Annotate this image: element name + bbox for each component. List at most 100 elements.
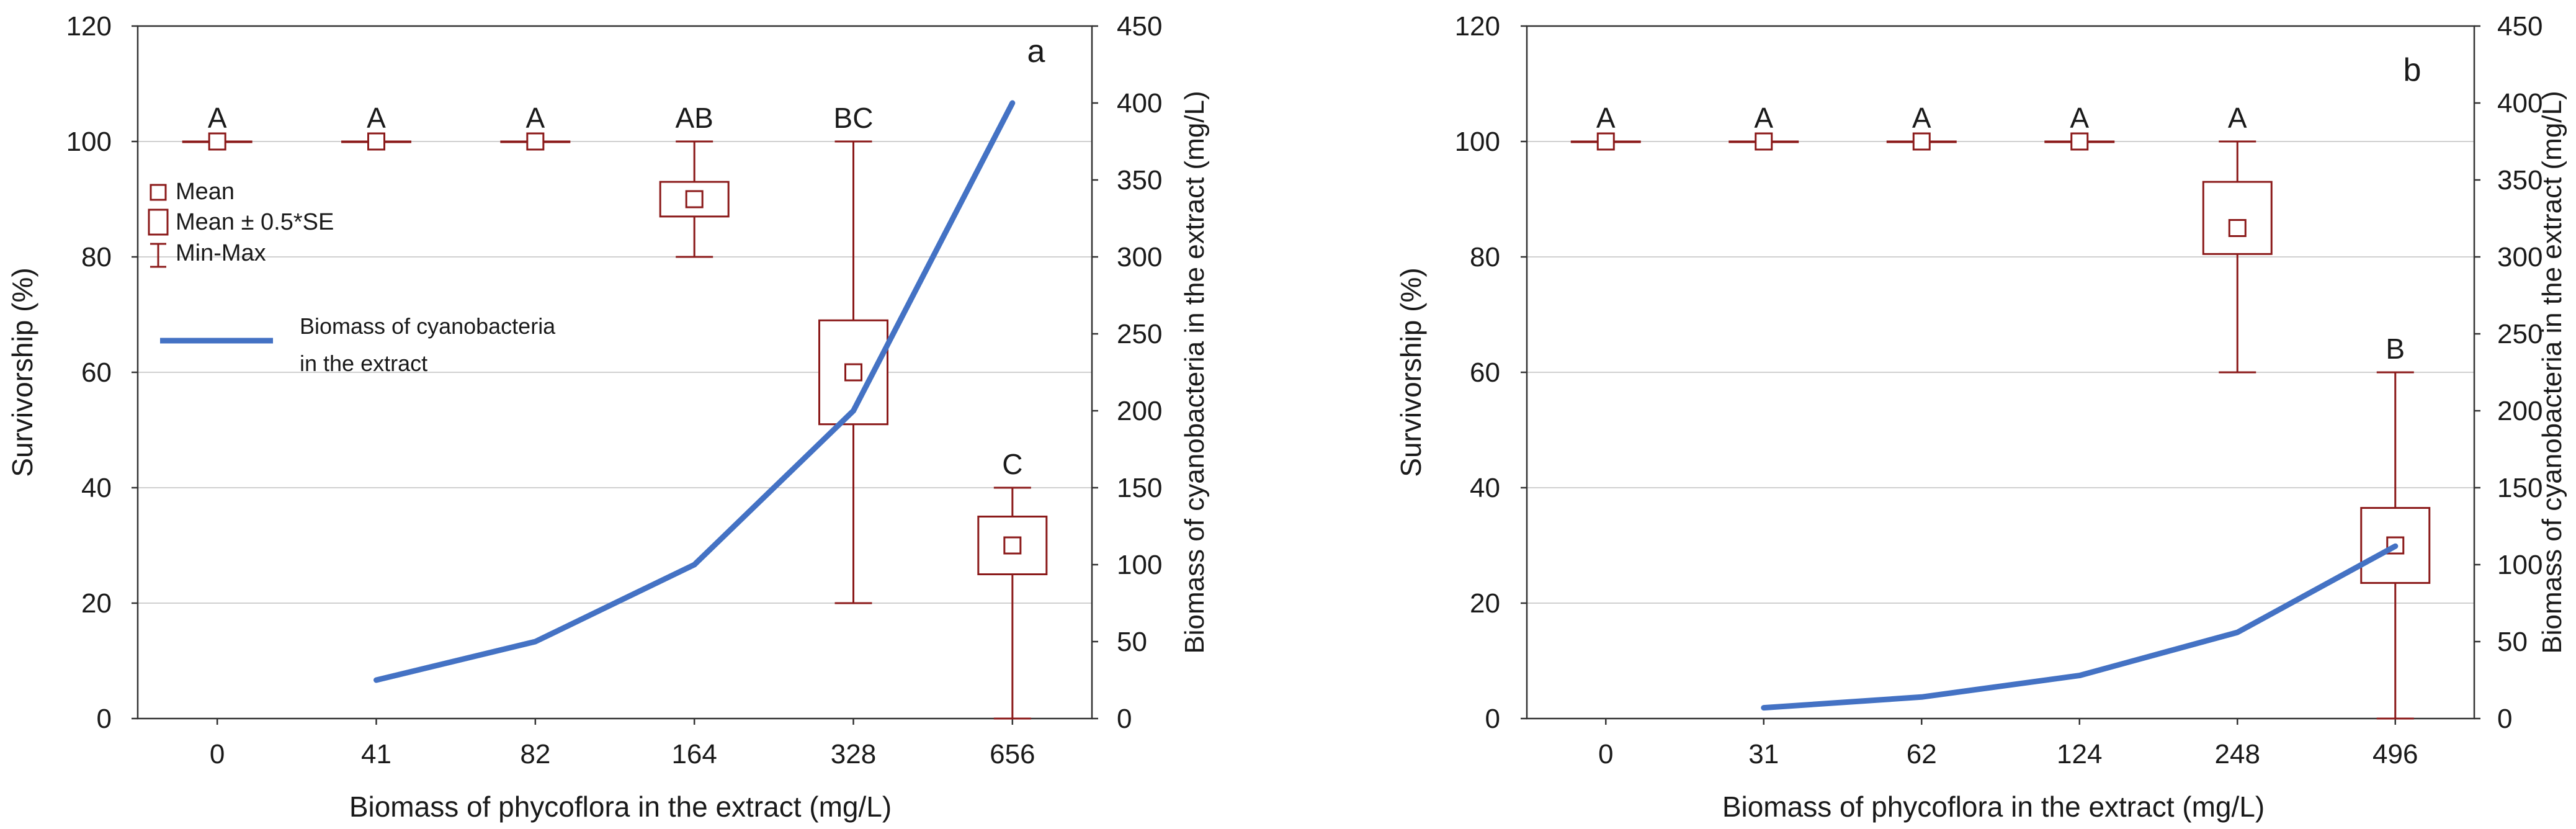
box-plot	[1729, 132, 1799, 151]
y-tick-label: 20	[81, 588, 112, 619]
significance-letter: C	[1002, 448, 1022, 480]
significance-letter: A	[2228, 102, 2247, 134]
y2-tick-label: 150	[2497, 473, 2542, 503]
x-tick-label: 62	[1907, 739, 1937, 769]
y2-axis-title: Biomass of cyanobacteria in the extract …	[1179, 91, 1210, 653]
significance-letter: A	[2070, 102, 2089, 134]
significance-letter: A	[208, 102, 227, 134]
significance-letter: BC	[834, 102, 874, 134]
y2-tick-label: 400	[1117, 88, 1162, 119]
x-tick-label: 656	[990, 739, 1035, 769]
mean-marker	[208, 132, 226, 151]
legend-line-label-2: in the extract	[300, 351, 427, 376]
box-plot	[1886, 132, 1957, 151]
mean-marker	[1755, 132, 1773, 151]
y-tick-label: 40	[1470, 473, 1500, 503]
box-plot	[2202, 140, 2273, 374]
box-plot	[2044, 132, 2115, 151]
mean-marker	[2070, 132, 2089, 151]
x-tick-label: 164	[671, 739, 717, 769]
y2-tick-label: 200	[1117, 396, 1162, 426]
y-tick-label: 0	[1485, 704, 1500, 734]
significance-letter: A	[1754, 102, 1773, 134]
significance-letter: A	[525, 102, 545, 134]
x-tick-label: 328	[831, 739, 876, 769]
cyanobacteria-line	[373, 100, 1016, 683]
significance-letter: B	[2386, 333, 2405, 365]
x-tick-label: 496	[2373, 739, 2418, 769]
box-plot	[1570, 132, 1641, 151]
mean-marker	[526, 132, 545, 151]
mean-marker	[2228, 219, 2247, 237]
panel-label: b	[2404, 52, 2422, 88]
y2-tick-label: 250	[1117, 319, 1162, 349]
x-axis-title: Biomass of phycoflora in the extract (mg…	[349, 791, 892, 823]
cyanobacteria-line	[1761, 543, 2399, 711]
y2-tick-label: 400	[2497, 88, 2542, 119]
x-tick-label: 82	[520, 739, 550, 769]
legend-se-label: Mean ± 0.5*SE	[176, 209, 334, 235]
significance-letter: A	[1912, 102, 1931, 134]
legend-mean-swatch	[150, 184, 167, 201]
mean-marker	[1912, 132, 1931, 151]
y2-tick-label: 200	[2497, 396, 2542, 426]
y2-tick-label: 300	[2497, 242, 2542, 272]
y-axis-title: Survivorship (%)	[6, 267, 38, 477]
y2-tick-label: 100	[1117, 550, 1162, 580]
y-tick-label: 120	[1455, 11, 1500, 42]
mean-marker	[844, 363, 862, 382]
y2-tick-label: 350	[2497, 165, 2542, 195]
significance-letter: A	[367, 102, 386, 134]
y-tick-label: 80	[81, 242, 112, 272]
y-tick-label: 80	[1470, 242, 1500, 272]
y-tick-label: 40	[81, 473, 112, 503]
y2-tick-label: 300	[1117, 242, 1162, 272]
y2-tick-label: 50	[2497, 627, 2528, 657]
y2-tick-label: 150	[1117, 473, 1162, 503]
box-plot	[341, 132, 411, 151]
y-tick-label: 60	[1470, 357, 1500, 388]
y2-axis-title: Biomass of cyanobacteria in the extract …	[2537, 91, 2567, 653]
x-tick-label: 248	[2215, 739, 2260, 769]
legend-minmax-label: Min-Max	[176, 240, 266, 266]
y2-tick-label: 50	[1117, 627, 1147, 657]
y2-tick-label: 450	[1117, 11, 1162, 42]
x-tick-label: 0	[1598, 739, 1613, 769]
se-box	[2202, 181, 2273, 255]
mean-marker	[1596, 132, 1615, 151]
chart-panel-a: 0 20 40 60 80 100 120 0 50 100 150 200 250 300 350 400 4…	[6, 11, 1210, 823]
x-tick-label: 31	[1748, 739, 1779, 769]
x-tick-label: 0	[210, 739, 225, 769]
y2-tick-label: 0	[2497, 704, 2512, 734]
y-tick-label: 60	[81, 357, 112, 388]
chart-panel-b: 0 20 40 60 80 100 120 0 50 100 150 200 250 300 350 400 4…	[1395, 11, 2567, 823]
y2-tick-label: 0	[1117, 704, 1132, 734]
y-axis-title: Survivorship (%)	[1395, 267, 1427, 477]
y2-tick-label: 100	[2497, 550, 2542, 580]
y2-tick-label: 450	[2497, 11, 2542, 42]
x-axis-title: Biomass of phycoflora in the extract (mg…	[1722, 791, 2265, 823]
x-tick-label: 41	[361, 739, 391, 769]
box-plot	[659, 140, 730, 258]
legend-line-label-1: Biomass of cyanobacteria	[300, 313, 556, 339]
significance-letter: AB	[675, 102, 713, 134]
y2-tick-label: 250	[2497, 319, 2542, 349]
y-tick-label: 0	[97, 704, 112, 734]
box-plot	[500, 132, 571, 151]
y-tick-label: 100	[66, 127, 112, 157]
y-tick-label: 120	[66, 11, 112, 42]
legend-se-swatch	[148, 208, 169, 236]
legend: Mean Mean ± 0.5*SE Min-Max Biomass of cyano…	[148, 179, 556, 376]
significance-letter: A	[1596, 102, 1616, 134]
legend-mean-label: Mean	[176, 179, 235, 205]
box-plot	[977, 486, 1048, 720]
y-tick-label: 20	[1470, 588, 1500, 619]
x-tick-label: 124	[2057, 739, 2102, 769]
y2-tick-label: 350	[1117, 165, 1162, 195]
mean-marker	[685, 190, 704, 208]
box-plot	[182, 132, 253, 151]
mean-marker	[367, 132, 385, 151]
panel-label: a	[1027, 34, 1045, 69]
